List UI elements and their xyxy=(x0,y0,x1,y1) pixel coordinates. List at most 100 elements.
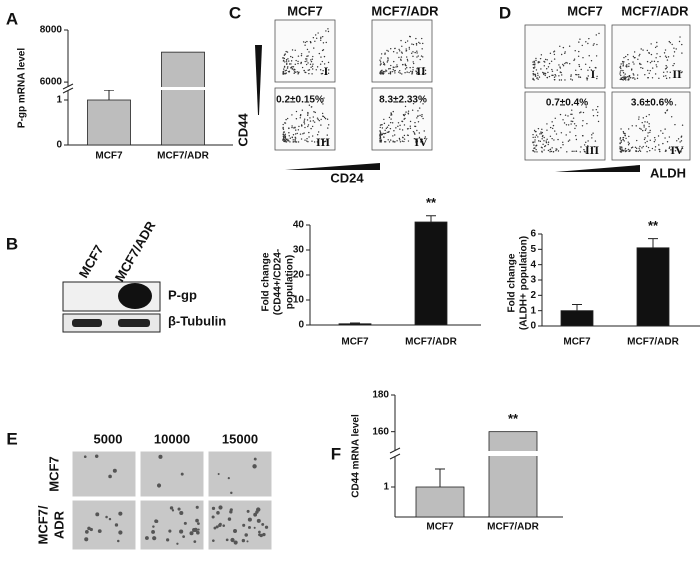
event xyxy=(389,67,391,70)
event xyxy=(307,113,309,115)
event xyxy=(384,129,386,132)
event xyxy=(383,72,385,74)
event xyxy=(302,41,305,43)
event xyxy=(559,113,562,116)
event xyxy=(573,59,575,62)
colony xyxy=(152,536,157,541)
event xyxy=(311,58,314,60)
colony xyxy=(177,507,181,511)
annotation: ** xyxy=(426,195,437,210)
event xyxy=(422,67,425,69)
event xyxy=(297,72,300,74)
event xyxy=(288,63,291,65)
y-axis-label: population) xyxy=(285,255,296,309)
event xyxy=(400,39,402,42)
event xyxy=(642,117,644,119)
event xyxy=(534,73,536,76)
event xyxy=(326,139,328,141)
event xyxy=(418,136,421,139)
event xyxy=(566,62,568,64)
event xyxy=(590,69,592,71)
event xyxy=(547,71,549,74)
event xyxy=(308,136,310,138)
event xyxy=(645,115,648,118)
event xyxy=(622,139,624,141)
event xyxy=(639,127,641,130)
event xyxy=(320,124,322,126)
event xyxy=(658,148,660,151)
y-tick-label: 40 xyxy=(293,220,305,231)
event xyxy=(573,123,576,125)
event xyxy=(282,57,284,59)
event xyxy=(663,75,665,77)
event xyxy=(571,113,573,115)
event xyxy=(673,62,675,65)
event xyxy=(563,122,566,124)
event xyxy=(423,130,425,132)
y-tick-label: 30 xyxy=(293,245,305,256)
event xyxy=(323,55,326,58)
event xyxy=(646,140,648,143)
event xyxy=(419,42,421,45)
colony xyxy=(256,518,261,523)
event xyxy=(303,121,305,124)
event xyxy=(551,147,553,149)
event xyxy=(409,127,412,130)
event xyxy=(392,51,395,53)
label: III xyxy=(316,135,330,149)
event xyxy=(681,52,683,54)
event xyxy=(401,136,404,138)
event xyxy=(532,67,535,69)
event xyxy=(638,116,640,118)
event xyxy=(674,146,677,149)
event xyxy=(379,135,382,137)
event xyxy=(406,67,408,69)
event xyxy=(394,141,396,143)
event xyxy=(552,150,555,153)
event xyxy=(591,134,593,136)
event xyxy=(285,59,288,61)
event xyxy=(399,72,401,74)
event xyxy=(419,114,421,117)
event xyxy=(284,53,286,55)
event xyxy=(285,138,287,140)
event xyxy=(619,137,622,139)
event xyxy=(662,142,664,145)
colony xyxy=(248,525,251,529)
event xyxy=(328,69,330,71)
event xyxy=(299,133,302,135)
event xyxy=(647,132,649,134)
event xyxy=(654,73,657,75)
y-tick-label: 0 xyxy=(530,321,536,332)
event xyxy=(409,125,411,127)
event xyxy=(677,138,680,140)
event xyxy=(568,45,571,47)
event xyxy=(679,36,681,38)
event xyxy=(642,49,644,51)
event xyxy=(597,120,600,123)
event xyxy=(659,55,661,58)
event xyxy=(627,79,630,81)
event xyxy=(311,125,314,128)
event xyxy=(323,63,326,65)
event xyxy=(540,54,543,56)
event xyxy=(294,140,296,142)
event xyxy=(549,151,551,153)
event xyxy=(313,121,316,123)
event xyxy=(288,70,291,73)
event xyxy=(282,133,284,136)
event xyxy=(300,54,303,57)
event xyxy=(662,132,664,135)
label: B xyxy=(6,234,18,253)
event xyxy=(294,63,296,66)
event xyxy=(300,138,303,140)
event xyxy=(630,68,633,70)
event xyxy=(399,141,402,143)
event xyxy=(320,56,322,58)
y-axis-label: Fold change xyxy=(261,252,272,311)
colony xyxy=(180,472,184,476)
colony xyxy=(253,512,258,517)
event xyxy=(553,139,555,141)
event xyxy=(536,72,539,74)
event xyxy=(291,114,293,116)
